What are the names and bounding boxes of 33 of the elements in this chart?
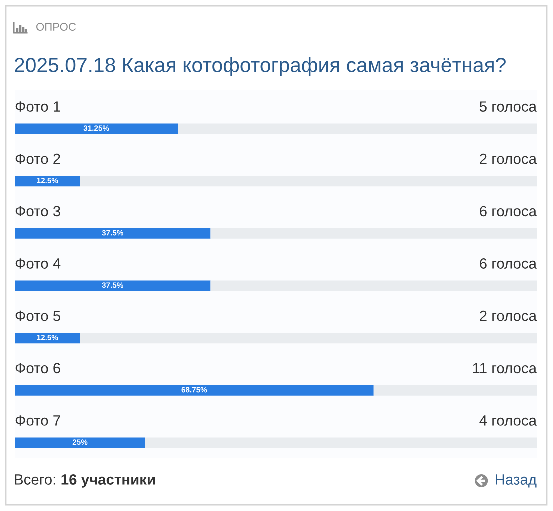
bar bbox=[15, 385, 374, 396]
bar bbox=[146, 438, 537, 448]
y-tick-label: Фото 5 bbox=[16, 310, 60, 322]
bar bbox=[15, 333, 80, 344]
chart-subtitle: ОПРОС bbox=[36, 23, 76, 31]
annotation: 2 голоса bbox=[480, 154, 538, 164]
annotation: 6 голоса bbox=[480, 206, 538, 217]
bar bbox=[80, 176, 537, 187]
y-tick-label: Фото 3 bbox=[16, 206, 60, 217]
bar bbox=[178, 124, 537, 134]
annotation: 4 голоса bbox=[480, 416, 538, 426]
y-tick-label: Фото 2 bbox=[16, 154, 60, 164]
bar bbox=[15, 176, 80, 187]
y-tick-label: Фото 1 bbox=[16, 102, 60, 112]
bar bbox=[15, 280, 211, 292]
bar bbox=[15, 124, 178, 134]
annotation: 2 голоса bbox=[480, 310, 538, 322]
chart-title: 2025.07.18 Какая котофотография самая зачётная? bbox=[15, 57, 506, 77]
y-tick-label: Фото 4 bbox=[16, 258, 61, 269]
bar bbox=[210, 228, 537, 239]
annotation: 5 голоса bbox=[480, 102, 538, 112]
bar bbox=[15, 228, 211, 239]
bar bbox=[210, 280, 537, 292]
y-tick-label: Фото 6 bbox=[16, 363, 60, 374]
bar bbox=[374, 385, 537, 396]
text: Назад bbox=[496, 474, 537, 488]
text: 16 участники bbox=[62, 474, 156, 488]
annotation: 11 голоса bbox=[473, 363, 538, 374]
annotation: 6 голоса bbox=[480, 258, 538, 269]
text: Всего: bbox=[15, 474, 56, 485]
bar bbox=[80, 333, 537, 344]
bar bbox=[15, 438, 146, 448]
y-tick-label: Фото 7 bbox=[16, 416, 60, 426]
